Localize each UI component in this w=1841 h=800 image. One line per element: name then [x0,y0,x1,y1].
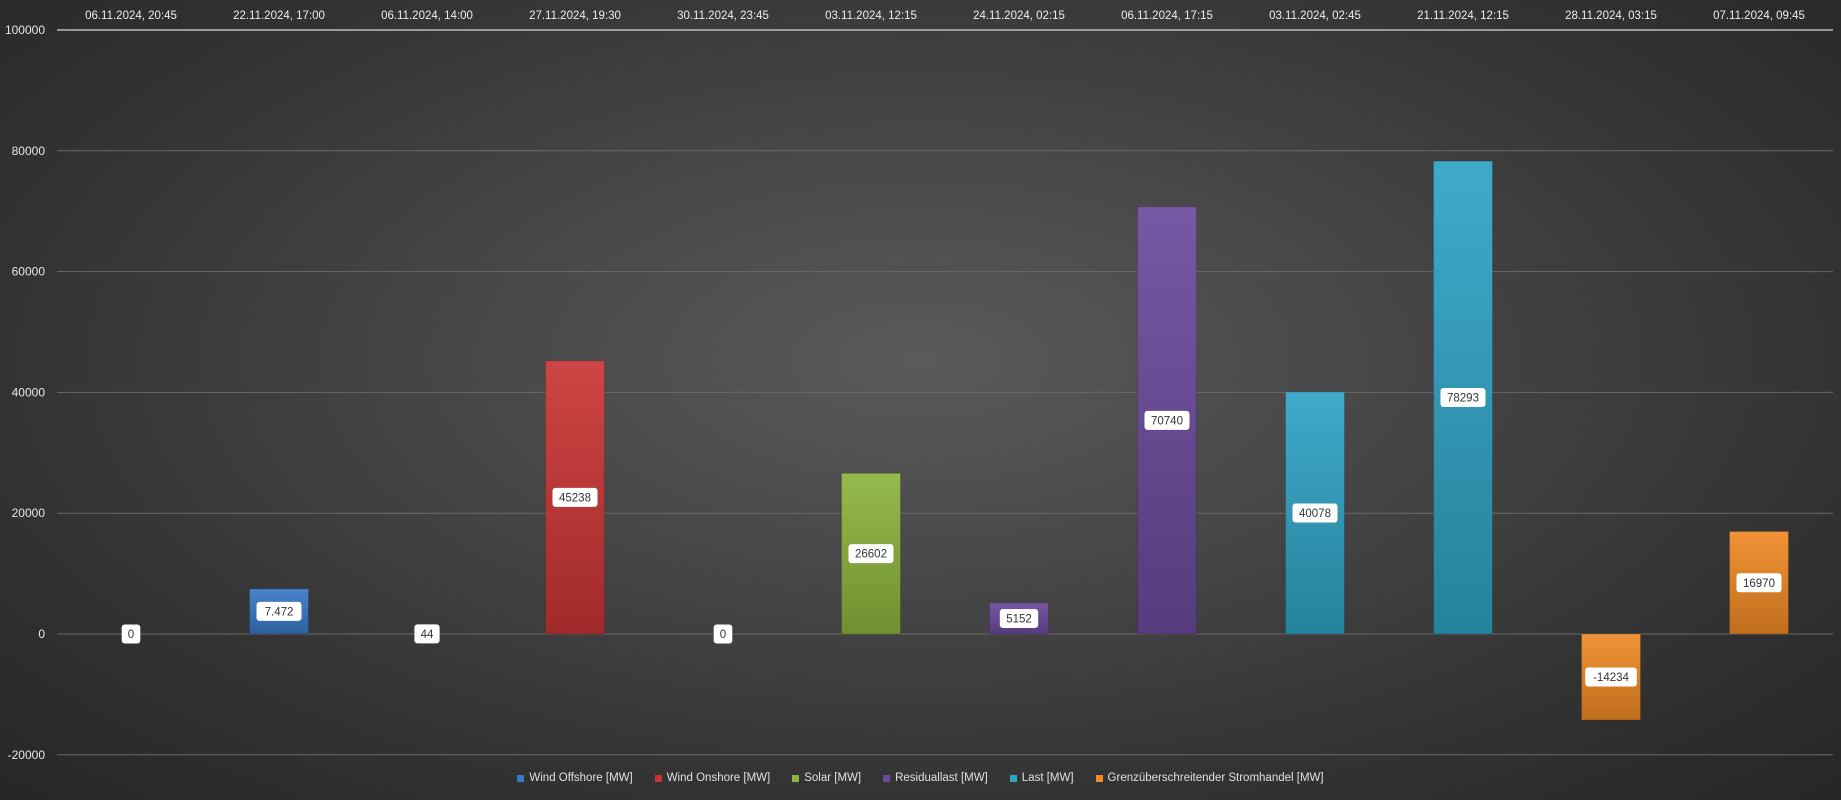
x-tick-label: 06.11.2024, 14:00 [381,10,473,22]
data-label-box [552,487,598,507]
y-tick-label: 40000 [12,385,46,399]
legend-swatch [1095,774,1103,782]
data-label-box [256,601,302,621]
y-tick-label: 60000 [12,265,46,279]
x-tick-label: 07.11.2024, 09:45 [1713,10,1805,22]
legend: Wind Offshore [MW] Wind Onshore [MW] Solar… [0,772,1841,784]
y-axis-ticks: 100000 80000 60000 40000 20000 0 -20000 [5,23,45,762]
x-tick-label: 28.11.2024, 03:15 [1565,10,1657,22]
data-label: 0 [128,629,134,641]
legend-label: Solar [MW] [804,772,862,784]
legend-swatch [792,774,800,782]
y-tick-label: -20000 [8,748,46,762]
data-label: 45238 [559,492,591,504]
legend-label: Last [MW] [1021,772,1074,784]
x-tick-label: 03.11.2024, 02:45 [1269,10,1361,22]
data-label: 40078 [1299,508,1331,520]
x-tick-label: 30.11.2024, 23:45 [677,10,769,22]
x-tick-label: 06.11.2024, 17:15 [1121,10,1213,22]
data-label: -14234 [1593,672,1629,684]
legend-swatch [883,774,891,782]
x-axis-ticks: 06.11.2024, 20:45 22.11.2024, 17:00 06.11.… [85,10,1805,22]
gridlines [57,29,1833,756]
data-labels: 0 7.472 44 45238 0 26602 5152 70740 40078 78293 -1… [121,388,1782,687]
data-label: 26602 [855,549,887,561]
data-label-box [999,608,1039,628]
x-tick-label: 06.11.2024, 20:45 [85,10,177,22]
legend-swatch [517,774,525,782]
y-tick-label: 100000 [5,23,45,37]
legend-label: Grenzüberschreitender Stromhandel [MW] [1107,772,1324,784]
data-label-box [1736,573,1782,593]
x-tick-label: 22.11.2024, 17:00 [233,10,325,22]
y-tick-label: 80000 [12,144,46,158]
legend-swatch [654,774,662,782]
data-label-box [848,544,894,564]
y-tick-label: 0 [38,627,45,641]
data-label: 7.472 [265,606,294,618]
x-tick-label: 21.11.2024, 12:15 [1417,10,1509,22]
legend-item[interactable]: Solar [MW] [792,772,861,784]
legend-label: Residuallast [MW] [895,772,988,784]
data-label-box [1585,667,1637,687]
legend-item[interactable]: Wind Offshore [MW] [517,772,633,784]
x-tick-label: 24.11.2024, 02:15 [973,10,1065,22]
bars [249,160,1789,721]
legend-item[interactable]: Residuallast [MW] [883,772,988,784]
data-label: 44 [421,629,434,641]
legend-label: Wind Onshore [MW] [666,772,771,784]
y-tick-label: 20000 [12,506,46,520]
x-tick-label: 27.11.2024, 19:30 [529,10,621,22]
data-label-box [414,624,440,644]
data-label: 0 [720,629,726,641]
legend-item[interactable]: Grenzüberschreitender Stromhandel [MW] [1095,772,1324,784]
data-label-box [1292,503,1338,523]
legend-item[interactable]: Wind Onshore [MW] [654,772,771,784]
data-label-box [121,624,141,644]
data-label: 16970 [1743,578,1775,590]
legend-item[interactable]: Last [MW] [1009,772,1074,784]
x-tick-label: 03.11.2024, 12:15 [825,10,917,22]
legend-swatch [1009,774,1017,782]
data-label: 5152 [1006,613,1032,625]
legend-label: Wind Offshore [MW] [529,772,633,784]
data-label-box [1144,410,1190,430]
data-label-box [1440,388,1486,408]
data-label: 70740 [1151,415,1183,427]
data-label: 78293 [1447,393,1479,405]
data-label-box [713,624,733,644]
